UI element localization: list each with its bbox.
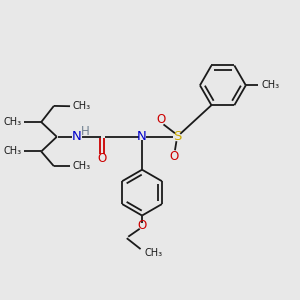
Text: S: S <box>173 130 182 143</box>
Text: O: O <box>98 152 107 165</box>
Text: CH₃: CH₃ <box>72 101 91 111</box>
Text: CH₃: CH₃ <box>144 248 163 258</box>
Text: CH₃: CH₃ <box>3 146 22 157</box>
Text: O: O <box>137 219 147 232</box>
Text: N: N <box>72 130 81 143</box>
Text: CH₃: CH₃ <box>72 161 91 171</box>
Text: CH₃: CH₃ <box>261 80 280 90</box>
Text: CH₃: CH₃ <box>3 117 22 127</box>
Text: N: N <box>137 130 147 143</box>
Text: O: O <box>170 150 179 163</box>
Text: O: O <box>157 112 166 126</box>
Text: H: H <box>81 125 90 138</box>
